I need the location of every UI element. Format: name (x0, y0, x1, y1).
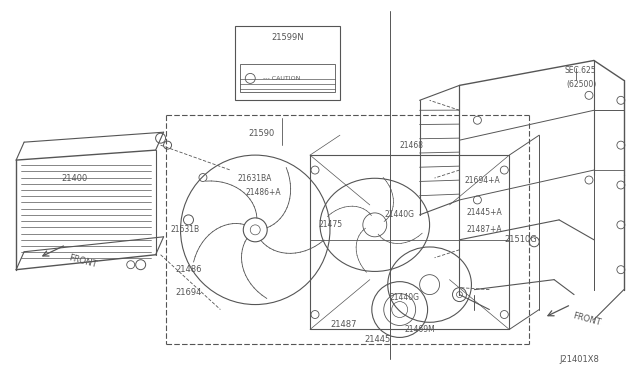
Text: 21590: 21590 (248, 129, 275, 138)
Text: SEC.625: SEC.625 (564, 66, 596, 75)
Text: 21487+A: 21487+A (467, 225, 502, 234)
Text: FRONT: FRONT (572, 311, 602, 327)
Text: 21440G: 21440G (390, 293, 420, 302)
Text: 21440G: 21440G (385, 211, 415, 219)
Text: 21694: 21694 (175, 288, 202, 297)
Text: 21486: 21486 (175, 265, 202, 274)
Text: J21401X8: J21401X8 (559, 355, 599, 364)
Text: --- CAUTION: --- CAUTION (263, 76, 301, 81)
Text: 21631BA: 21631BA (237, 173, 272, 183)
Text: 21487: 21487 (330, 320, 356, 329)
Text: 21445: 21445 (365, 335, 391, 344)
Text: FRONT: FRONT (68, 253, 98, 270)
Text: 21694+A: 21694+A (465, 176, 500, 185)
Text: 21510G: 21510G (504, 235, 537, 244)
Text: 21400: 21400 (61, 173, 87, 183)
Text: 21475: 21475 (318, 220, 342, 230)
Text: 21599N: 21599N (271, 33, 304, 42)
Text: 21445+A: 21445+A (467, 208, 502, 217)
Bar (236, 26, 340, 100)
Text: 21469M: 21469M (404, 325, 435, 334)
Text: 21486+A: 21486+A (245, 189, 281, 198)
Text: 21468: 21468 (400, 141, 424, 150)
Text: 21631B: 21631B (171, 225, 200, 234)
Text: (62500): (62500) (566, 80, 596, 89)
Bar (240, 64, 335, 92)
